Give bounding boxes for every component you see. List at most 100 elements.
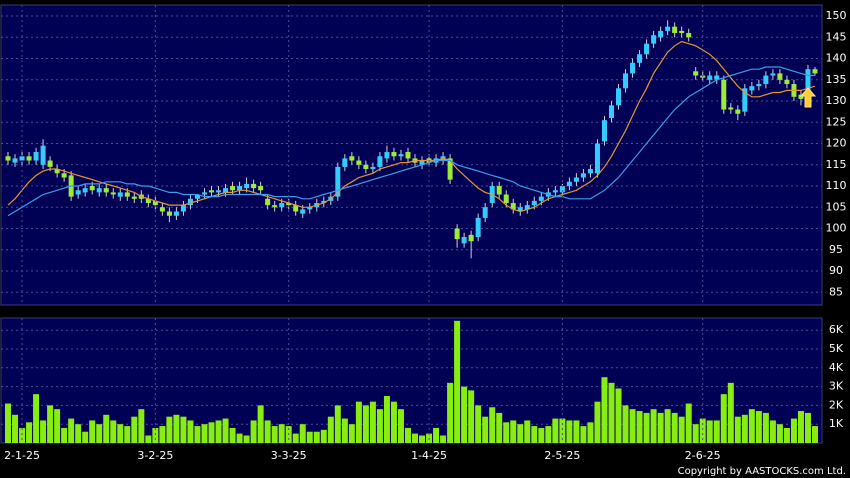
volume-bar [748, 409, 755, 443]
volume-bar [355, 401, 362, 443]
x-tick-label: 3-2-25 [137, 449, 173, 462]
volume-bar [131, 416, 138, 443]
candle-body [524, 205, 530, 210]
volume-bar [103, 414, 110, 443]
candle-body [756, 84, 762, 87]
candle-body [75, 190, 81, 195]
volume-bar [461, 386, 468, 443]
volume-bar [685, 403, 692, 443]
volume-bar [54, 409, 61, 443]
volume-bar [580, 426, 587, 443]
candle-body [616, 88, 622, 106]
candle-body [637, 54, 643, 63]
volume-bar [208, 422, 215, 443]
volume-bar [187, 420, 194, 443]
volume-bar [299, 424, 306, 443]
volume-bar [313, 431, 320, 443]
candle-body [363, 164, 369, 170]
candle-body [356, 160, 362, 165]
volume-bar [636, 411, 643, 443]
candle-body [166, 211, 172, 216]
volume-bar [145, 435, 152, 443]
volume-bar [489, 407, 496, 443]
y-tick-label: 145 [826, 30, 847, 43]
volume-bar [552, 418, 559, 443]
candle-body [342, 158, 348, 167]
volume-bar [755, 411, 762, 443]
volume-bar [376, 409, 383, 443]
volume-bar [117, 424, 124, 443]
candle-body [608, 105, 614, 119]
volume-bar [783, 427, 790, 443]
volume-bar [566, 420, 573, 443]
volume-bar [594, 401, 601, 443]
candle-body [19, 156, 25, 161]
candle-body [265, 198, 271, 206]
candle-body [272, 205, 278, 208]
candle-body [419, 160, 425, 165]
candle-body [173, 211, 179, 216]
volume-bar [250, 420, 257, 443]
volume-bar [468, 390, 475, 443]
volume-bar [320, 429, 327, 443]
volume-bar [33, 394, 40, 443]
volume-bar [741, 414, 748, 443]
candle-body [131, 196, 137, 199]
volume-bar [531, 426, 538, 443]
candle-body [96, 188, 102, 193]
candle-body [82, 188, 88, 193]
volume-bar [587, 422, 594, 443]
volume-bar [412, 433, 419, 443]
y-tick-label: 3K [829, 380, 844, 393]
volume-bar [650, 409, 657, 443]
candle-body [658, 30, 664, 38]
candle-body [279, 203, 285, 208]
candle-body [623, 73, 629, 89]
y-tick-label: 95 [829, 243, 843, 256]
volume-bar [538, 427, 545, 443]
volume-bar [762, 412, 769, 443]
candle-body [377, 156, 383, 167]
candle-body [103, 188, 109, 193]
volume-bar [362, 405, 369, 443]
volume-bar [804, 412, 811, 443]
candle-body [630, 62, 636, 74]
price-panel [0, 4, 823, 306]
y-tick-label: 120 [826, 137, 847, 150]
candle-body [587, 169, 593, 174]
volume-bar [790, 418, 797, 443]
candle-body [573, 177, 579, 182]
candle-body [770, 73, 776, 76]
volume-bar [68, 418, 75, 443]
candle-body [110, 192, 116, 195]
candle-body [644, 43, 650, 55]
candle-body [398, 154, 404, 157]
volume-bar [390, 401, 397, 443]
volume-bar [369, 401, 376, 443]
y-tick-label: 125 [826, 115, 847, 128]
moving-average-line [7, 40, 816, 213]
volume-bar [89, 420, 96, 443]
volume-bar [397, 409, 404, 443]
volume-bar [643, 412, 650, 443]
candle-body [5, 156, 11, 161]
candle-body [216, 190, 222, 193]
moving-average-line [7, 66, 815, 217]
candle-body [538, 196, 544, 201]
volume-bar [433, 427, 440, 443]
volume-bar [713, 420, 720, 443]
candle-body [258, 186, 264, 191]
candle-body [26, 156, 32, 161]
candle-body [300, 209, 306, 214]
volume-bar [496, 412, 503, 443]
volume-bar [341, 418, 348, 443]
volume-bar [75, 424, 82, 443]
candle-body [580, 173, 586, 178]
y-tick-label: 4K [829, 361, 844, 374]
volume-bar [615, 388, 622, 443]
volume-bar [96, 424, 103, 443]
volume-bar [40, 420, 47, 443]
y-tick-label: 100 [826, 222, 847, 235]
candle-body [728, 107, 734, 110]
candle-body [742, 88, 748, 112]
